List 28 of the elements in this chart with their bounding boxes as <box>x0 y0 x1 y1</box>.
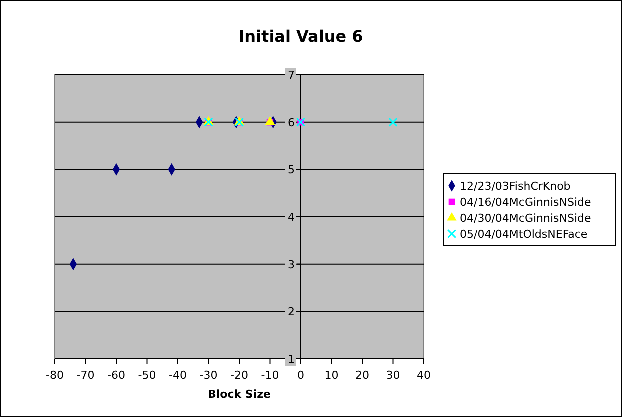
x-tick-label: -10 <box>261 369 280 382</box>
legend-label: 04/16/04McGinnisNSide <box>460 196 592 209</box>
y-tick-label: 5 <box>288 164 295 177</box>
legend-label: 05/04/04MtOldsNEFace <box>460 228 588 241</box>
x-tick-label: -50 <box>138 369 156 382</box>
x-tick-label: -40 <box>169 369 187 382</box>
legend-label: 04/30/04McGinnisNSide <box>460 212 592 225</box>
y-tick-label: 4 <box>288 211 295 224</box>
x-tick-label: 30 <box>386 369 400 382</box>
x-tick-label: 0 <box>298 369 304 382</box>
point <box>265 116 276 126</box>
x-tick-label: 40 <box>417 369 431 382</box>
x-tick-label: -20 <box>230 369 248 382</box>
y-tick-label: 6 <box>288 116 295 130</box>
x-tick-label: 20 <box>356 369 370 382</box>
legend-label: 12/23/03FishCrKnob <box>460 180 571 193</box>
point <box>388 118 398 127</box>
x-tick-label: -80 <box>46 369 64 382</box>
x-tick-label: -60 <box>108 369 126 382</box>
y-tick-label: 2 <box>288 306 295 319</box>
chart-title: Initial Value 6 <box>238 27 364 46</box>
x-tick-label: -30 <box>200 369 218 382</box>
y-tick-label: 1 <box>288 353 295 366</box>
x-tick-label: 10 <box>324 369 339 382</box>
x-tick-label: -70 <box>76 369 95 382</box>
y-tick-label: 7 <box>288 69 295 82</box>
x-axis-title: Block Size <box>208 388 271 401</box>
y-tick-label: 3 <box>288 258 295 272</box>
